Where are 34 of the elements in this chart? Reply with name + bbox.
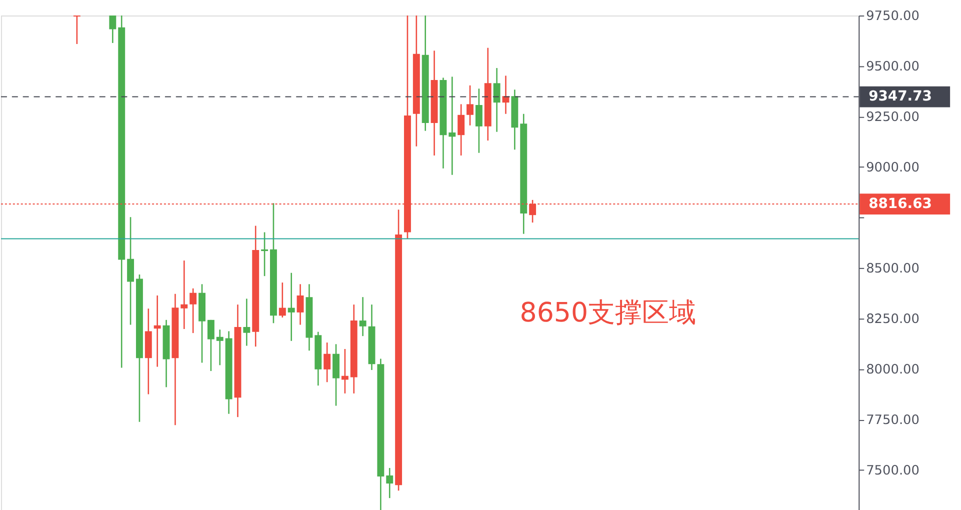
y-tick-label: 9000.00 <box>866 160 920 176</box>
candlestick <box>207 319 214 372</box>
candlestick <box>288 272 295 342</box>
y-tick-label: 8000.00 <box>866 362 920 378</box>
candlestick <box>466 84 474 126</box>
candlestick <box>475 88 482 154</box>
candlestick <box>154 294 161 368</box>
candlestick <box>127 216 134 326</box>
candlestick <box>278 282 286 318</box>
candlestick <box>386 467 394 499</box>
candlestick <box>216 328 224 366</box>
candlestick <box>493 67 500 133</box>
y-tick-label: 8250.00 <box>866 312 920 327</box>
ref-line-label: 8816.63 <box>868 196 932 212</box>
y-tick-label: 9750.00 <box>866 8 920 24</box>
ref-line-label: 9347.73 <box>868 88 932 105</box>
y-tick-label: 9500.00 <box>866 59 920 74</box>
y-tick-label: 7500.00 <box>866 463 920 478</box>
candlestick <box>190 288 197 334</box>
annotation: 8650支撑区域 <box>520 298 696 329</box>
candlestick <box>109 14 116 44</box>
candlestick <box>73 14 80 45</box>
candlestick <box>458 104 465 156</box>
y-tick-label: 8500.00 <box>866 261 920 276</box>
y-tick-label: 9250.00 <box>866 110 920 125</box>
candlestick <box>341 348 348 394</box>
candlestick <box>243 298 250 346</box>
y-tick-label: 7750.00 <box>866 412 920 428</box>
candlestick <box>180 260 188 330</box>
candlestick <box>359 296 366 337</box>
candlestick <box>448 76 456 176</box>
candlestick <box>296 284 304 326</box>
candlestick <box>324 342 331 383</box>
candlestick <box>261 232 268 277</box>
